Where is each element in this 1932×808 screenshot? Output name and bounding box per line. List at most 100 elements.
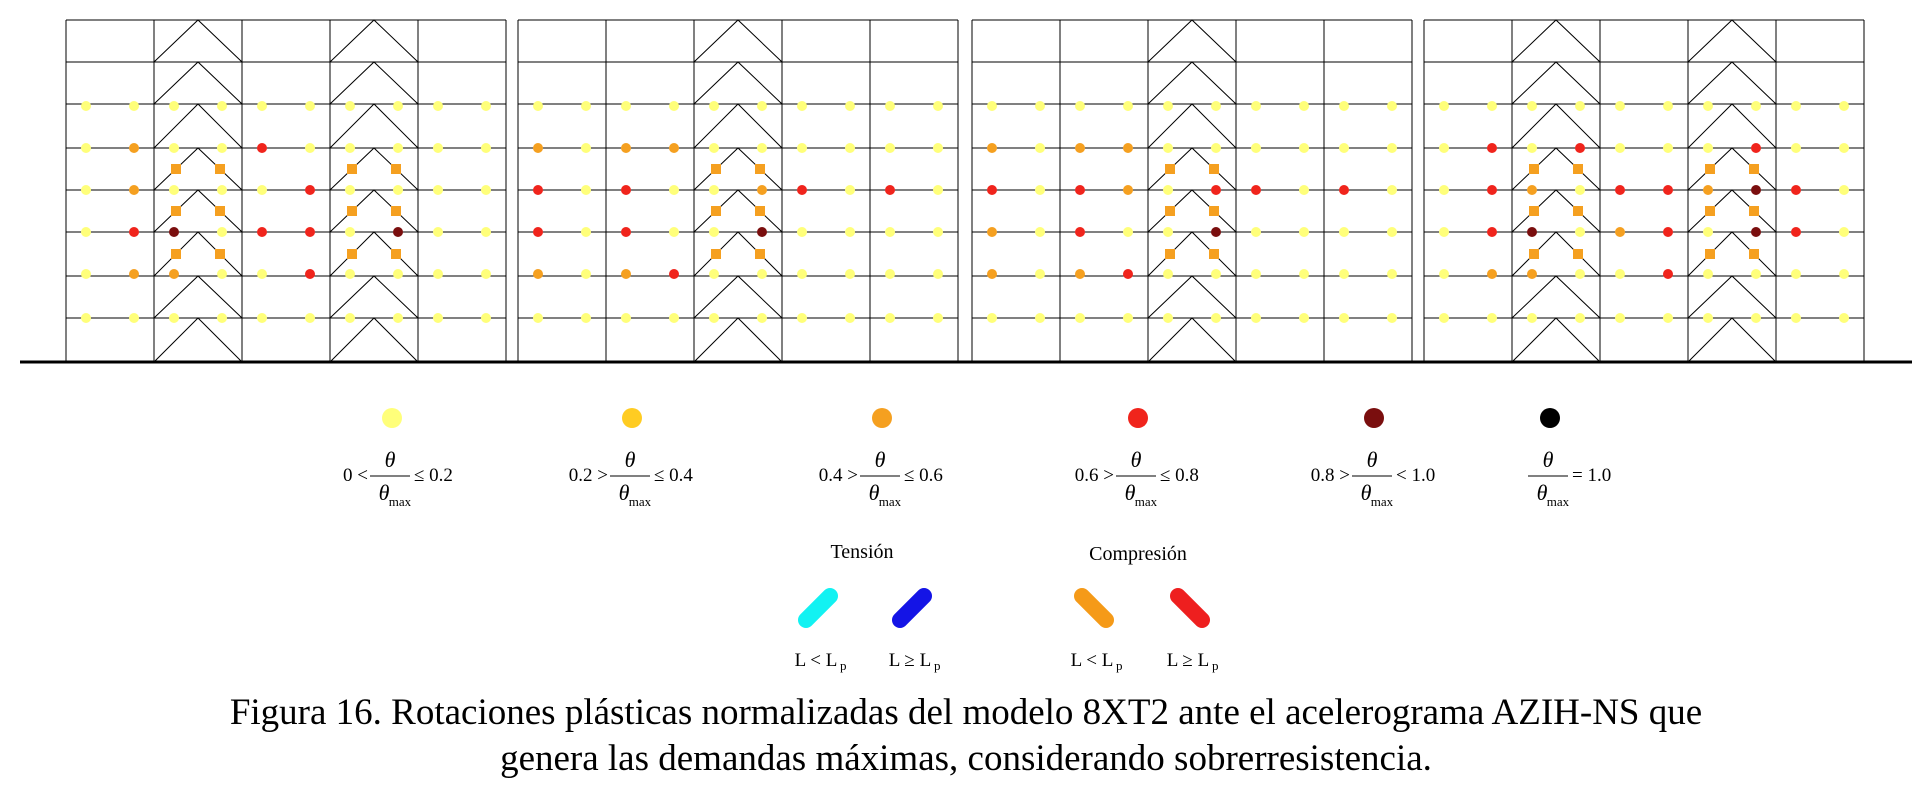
beam-hinge-c1 [621,101,631,111]
beam-hinge-c1 [933,313,943,323]
beam-hinge-c1 [481,185,491,195]
brace-hinge-c3 [1749,206,1759,216]
beam-hinge-c1 [217,185,227,195]
beam-hinge-c1 [1575,185,1585,195]
beam-hinge-c1 [1211,269,1221,279]
beam-hinge-c1 [797,269,807,279]
beam-hinge-c4 [305,269,315,279]
brace-hinge-c3 [1165,206,1175,216]
beam-hinge-c1 [1839,143,1849,153]
brace-hinge-c3 [215,249,225,259]
tension-title: Tensión [830,541,893,563]
beam-hinge-c1 [345,185,355,195]
beam-hinge-c3 [987,269,997,279]
legend-item-c1: 0 <θθ max≤ 0.2 [343,408,453,509]
beam-hinge-c1 [1163,101,1173,111]
beam-hinge-c1 [1527,313,1537,323]
legend-theta: θ [1367,447,1378,472]
beam-hinge-c1 [1035,101,1045,111]
beam-hinge-c1 [1211,313,1221,323]
brace-hinge-c3 [1165,249,1175,259]
beam-hinge-c1 [345,227,355,237]
brace-hinge-c3 [755,249,765,259]
beam-hinge-c1 [1035,227,1045,237]
beam-hinge-c1 [1299,143,1309,153]
beam-hinge-c1 [1487,313,1497,323]
beam-hinge-c3 [1123,143,1133,153]
legend-theta: θ [875,447,886,472]
beam-hinge-c3 [533,269,543,279]
beam-hinge-c4 [1339,185,1349,195]
beam-hinge-c4 [621,185,631,195]
beam-hinge-c1 [481,269,491,279]
chevron-brace [1147,61,1237,105]
beam-hinge-c1 [1487,101,1497,111]
beam-hinge-c1 [1339,143,1349,153]
beam-hinge-c1 [757,313,767,323]
chevron-brace [1511,147,1601,191]
brace-legend-label: L < L [795,650,838,671]
figure-caption-line-1: Figura 16. Rotaciones plásticas normaliz… [229,692,1703,733]
brace-hinge-c3 [755,164,765,174]
legend-prefix: 0.2 > [569,465,608,486]
frame-4 [1423,19,1865,363]
beam-hinge-c1 [1663,313,1673,323]
legend-max-subscript: max [389,494,412,509]
brace-swatch-tension_short [798,588,838,628]
beam-hinge-c3 [1615,227,1625,237]
beam-hinge-c1 [1035,269,1045,279]
beam-hinge-c1 [1839,269,1849,279]
beam-hinge-c1 [257,313,267,323]
beam-hinge-c4 [1487,143,1497,153]
beam-hinge-c1 [1163,313,1173,323]
brace-hinge-c3 [1573,249,1583,259]
frame-2 [517,19,959,363]
beam-hinge-c1 [885,101,895,111]
legend-theta-max: θ [869,480,880,505]
beam-hinge-c1 [845,143,855,153]
beam-hinge-c3 [987,143,997,153]
chevron-brace [153,231,243,277]
brace-swatch-compression_long [1170,588,1210,628]
beam-hinge-c3 [129,185,139,195]
brace-hinge-c3 [391,164,401,174]
beam-hinge-c4 [1487,227,1497,237]
brace-legend-label: L ≥ L [889,650,931,671]
beam-hinge-c1 [1615,101,1625,111]
chevron-brace [329,147,419,191]
beam-hinge-c1 [581,227,591,237]
beam-hinge-c1 [481,227,491,237]
beam-hinge-c1 [1439,269,1449,279]
beam-hinge-c1 [1251,227,1261,237]
beam-hinge-c1 [1163,185,1173,195]
chevron-brace [1147,103,1237,149]
chevron-brace [693,189,783,233]
beam-hinge-c1 [845,269,855,279]
brace-hinge-c3 [1165,164,1175,174]
beam-hinge-c1 [1527,101,1537,111]
beam-hinge-c3 [169,269,179,279]
beam-hinge-c1 [581,269,591,279]
beam-hinge-c4 [1251,185,1261,195]
chevron-brace [329,275,419,319]
beam-hinge-c1 [987,101,997,111]
brace-hinge-c3 [1529,249,1539,259]
beam-hinge-c4 [669,269,679,279]
beam-hinge-c1 [81,313,91,323]
brace-legend-subscript: p [1212,658,1219,673]
beam-hinge-c1 [1703,101,1713,111]
beam-hinge-c1 [1387,227,1397,237]
beam-hinge-c1 [797,101,807,111]
beam-hinge-c4 [1751,143,1761,153]
beam-hinge-c4 [1487,185,1497,195]
beam-hinge-c1 [581,313,591,323]
beam-hinge-c1 [1439,313,1449,323]
figure-caption-line-2: genera las demandas máximas, considerand… [500,738,1432,779]
beam-hinge-c3 [987,227,997,237]
beam-hinge-c1 [797,313,807,323]
beam-hinge-c1 [933,269,943,279]
beam-hinge-c1 [305,143,315,153]
beam-hinge-c1 [669,101,679,111]
chevron-brace [153,147,243,191]
beam-hinge-c1 [1439,185,1449,195]
